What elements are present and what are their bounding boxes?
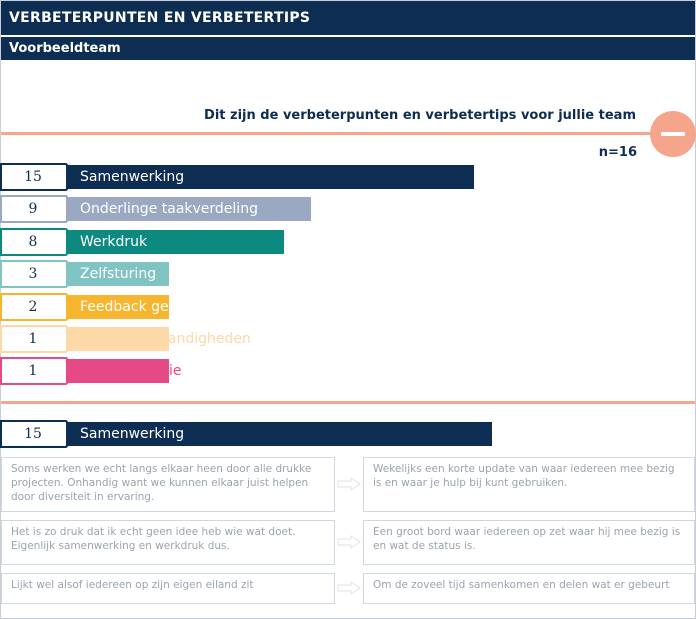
- bar: [66, 262, 169, 286]
- bar-label: Werkdruk: [80, 234, 148, 250]
- problem-box-1: Soms werken we echt langs elkaar heen do…: [1, 457, 335, 512]
- bar: [66, 165, 474, 189]
- arrow-right-icon: [337, 581, 361, 595]
- detail-count-badge: 15: [0, 420, 80, 448]
- problem-box-2: Het is zo druk dat ik echt geen idee heb…: [1, 520, 335, 565]
- bar-label: Feedback geven: [80, 299, 195, 315]
- bar-label: Arbeidsomstandigheden: [80, 331, 251, 347]
- problem-text: Het is zo druk dat ik echt geen idee heb…: [11, 526, 296, 552]
- problem-text: Soms werken we echt langs elkaar heen do…: [11, 463, 312, 503]
- count-value: 3: [28, 266, 38, 282]
- detail-label: Samenwerking: [80, 426, 185, 442]
- count-value: 2: [28, 299, 38, 315]
- problem-text: Lijkt wel alsof iedereen op zijn eigen e…: [11, 579, 254, 591]
- count-value: 1: [28, 331, 38, 347]
- tip-text: Wekelijks een korte update van waar iede…: [373, 463, 675, 489]
- bar-label: Zelfsturing: [80, 266, 157, 282]
- bar: [66, 230, 284, 254]
- count-badge: 15: [0, 163, 80, 191]
- bar-label: Samenwerking: [80, 169, 185, 185]
- bar-label: Communicatie: [80, 363, 182, 379]
- tip-text: Om de zoveel tijd samenkomen en delen wa…: [373, 579, 670, 591]
- page-title: VERBETERPUNTEN EN VERBETERTIPS: [1, 1, 695, 35]
- count-value: 8: [28, 234, 38, 250]
- section-divider: [1, 132, 653, 135]
- arrow-right-icon: [337, 535, 361, 549]
- bar: [66, 197, 311, 221]
- tip-box-1: Wekelijks een korte update van waar iede…: [363, 457, 695, 512]
- team-name: Voorbeeldteam: [1, 37, 695, 60]
- tip-box-3: Om de zoveel tijd samenkomen en delen wa…: [363, 573, 695, 604]
- detail-divider: [1, 401, 695, 404]
- section-title: Dit zijn de verbeterpunten en verbeterti…: [204, 108, 636, 123]
- arrow-right-icon: [337, 477, 361, 491]
- bar-label: Onderlinge taakverdeling: [80, 201, 258, 217]
- bar: [66, 359, 169, 383]
- collapse-button[interactable]: [650, 111, 696, 157]
- bar: [66, 327, 169, 351]
- problem-box-3: Lijkt wel alsof iedereen op zijn eigen e…: [1, 573, 335, 604]
- count-value: 1: [28, 363, 38, 379]
- tip-box-2: Een groot bord waar iedereen op zet waar…: [363, 520, 695, 565]
- detail-count: 15: [24, 426, 42, 442]
- count-value: 9: [28, 201, 38, 217]
- tip-text: Een groot bord waar iedereen op zet waar…: [373, 526, 681, 552]
- bar: [66, 295, 169, 319]
- minus-icon: [661, 132, 685, 136]
- count-value: 15: [24, 169, 42, 185]
- detail-bar: [66, 422, 492, 446]
- respondent-count: n=16: [598, 145, 637, 160]
